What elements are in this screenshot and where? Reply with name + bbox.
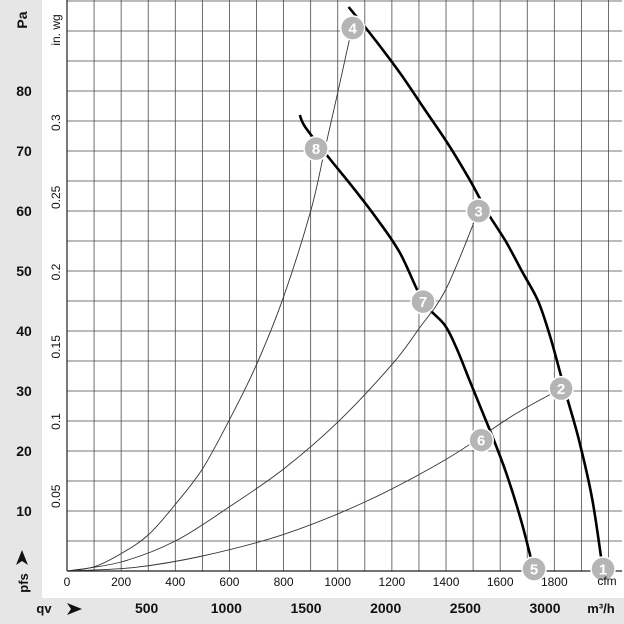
y-tick-label: 70 — [16, 143, 32, 159]
x-tick-label: 1800 — [541, 575, 568, 589]
y-quantity-label: pfs — [16, 573, 31, 593]
y-tick-label: 20 — [16, 443, 32, 459]
point-label: 8 — [312, 141, 320, 158]
x-secondary-tick-label: 1000 — [211, 600, 242, 616]
y-secondary-tick-label: 0.2 — [49, 263, 63, 280]
x-quantity-arrow-icon — [67, 603, 82, 615]
x-tick-label: 200 — [111, 575, 131, 589]
y-secondary-tick-label: 0.05 — [49, 484, 63, 508]
operating-point-7: 7 — [410, 288, 436, 315]
x-unit-label: cfm — [597, 574, 616, 588]
y-secondary-tick-label: 0.3 — [49, 114, 63, 131]
point-marker — [468, 427, 494, 453]
system-curve-4 — [67, 210, 479, 571]
operating-point-2: 2 — [548, 375, 574, 402]
grid — [67, 0, 622, 571]
y-label-band — [0, 0, 42, 624]
x-tick-label: 600 — [219, 575, 239, 589]
y-secondary-tick-label: 0.1 — [49, 413, 63, 430]
point-marker — [410, 288, 436, 315]
x-tick-label: 800 — [274, 575, 294, 589]
point-marker — [521, 556, 547, 582]
x-secondary-tick-label: 1500 — [290, 600, 321, 616]
point-label: 7 — [419, 294, 427, 311]
y-secondary-tick-label: 0.15 — [49, 335, 63, 359]
operating-points: 1 2 3 4 5 6 7 8 — [303, 15, 616, 582]
y-tick-label: 80 — [16, 83, 32, 99]
x-label-band — [0, 598, 624, 624]
x-tick-label: 1400 — [433, 575, 460, 589]
y-tick-label: 10 — [16, 503, 32, 519]
point-label: 4 — [348, 21, 357, 38]
operating-point-3: 3 — [465, 198, 492, 224]
y-tick-label: 40 — [16, 323, 32, 339]
fan-curve-1 — [347, 6, 605, 571]
operating-point-6: 6 — [468, 427, 494, 453]
point-label: 6 — [477, 433, 485, 450]
point-marker — [303, 135, 329, 162]
x-tick-label: 1000 — [324, 575, 351, 589]
operating-point-1: 1 — [590, 556, 616, 582]
x-tick-label: 400 — [165, 575, 185, 589]
x-secondary-tick-label: 500 — [135, 600, 159, 616]
point-marker — [465, 198, 492, 224]
y-tick-label: 50 — [16, 263, 32, 279]
x-secondary-tick-label: 2500 — [450, 600, 481, 616]
x-tick-label: 1600 — [487, 575, 514, 589]
y-unit-label: Pa — [14, 11, 30, 28]
point-label: 5 — [530, 562, 538, 579]
operating-point-8: 8 — [303, 135, 329, 162]
x-tick-label: 0 — [64, 575, 71, 589]
tick-labels: 0 200 400 600 800 1000 1200 1400 1600 1800 10 20 30 4… — [16, 83, 568, 616]
point-label: 1 — [599, 562, 607, 579]
x-secondary-tick-label: 2000 — [370, 600, 401, 616]
y-secondary-unit-label: in. wg — [49, 14, 63, 45]
x-tick-label: 1200 — [379, 575, 406, 589]
operating-point-4: 4 — [339, 15, 366, 41]
x-secondary-tick-label: 3000 — [529, 600, 560, 616]
point-marker — [590, 556, 616, 582]
unit-labels: Pa in. wg pfs cfm m³/h qv — [14, 11, 617, 616]
y-quantity-arrow-icon — [16, 550, 28, 565]
system-curve-3 — [67, 388, 562, 571]
point-marker — [548, 375, 574, 402]
fan-curve-2 — [298, 114, 536, 571]
point-marker — [339, 15, 366, 41]
point-label: 3 — [474, 204, 482, 221]
x-quantity-label: qv — [36, 601, 52, 616]
y-secondary-tick-label: 0.25 — [49, 185, 63, 209]
y-tick-label: 60 — [16, 203, 32, 219]
y-tick-label: 30 — [16, 383, 32, 399]
x-secondary-unit-label: m³/h — [587, 601, 615, 616]
operating-point-5: 5 — [521, 556, 547, 582]
point-label: 2 — [557, 381, 565, 398]
